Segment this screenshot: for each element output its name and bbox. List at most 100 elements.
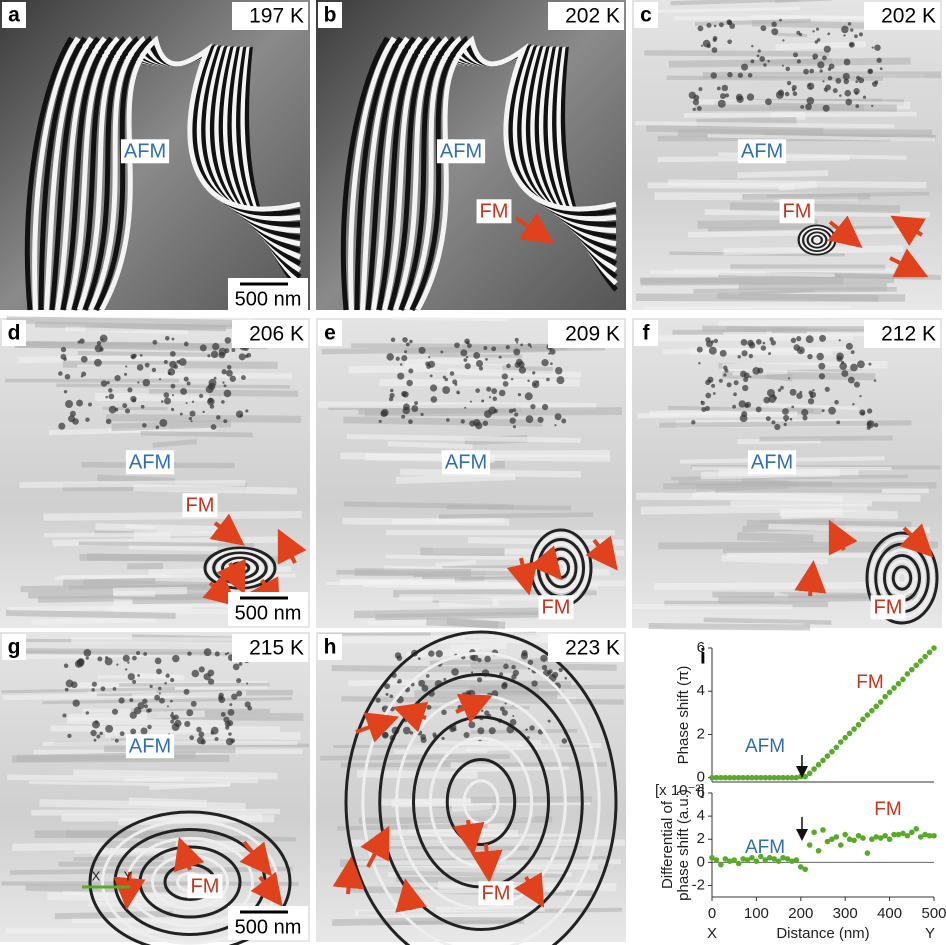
texture: [15, 344, 221, 347]
speckle: [62, 713, 66, 717]
speckle: [536, 380, 539, 383]
speckle: [859, 32, 863, 36]
speckle: [855, 92, 858, 95]
speckle: [133, 354, 137, 358]
speckle: [218, 693, 223, 698]
data-point: [794, 857, 800, 863]
speckle: [90, 730, 96, 736]
speckle: [136, 651, 140, 655]
texture: [436, 520, 497, 521]
speckle: [867, 421, 872, 426]
speckle: [207, 354, 210, 357]
speckle: [799, 391, 802, 394]
speckle: [537, 417, 543, 423]
speckle: [189, 417, 192, 420]
speckle: [411, 405, 418, 412]
speckle: [505, 703, 507, 705]
speckle: [718, 100, 726, 108]
speckle: [803, 69, 809, 75]
speckle: [819, 373, 825, 379]
data-point: [842, 832, 848, 838]
speckle: [469, 420, 475, 426]
speckle: [727, 72, 732, 77]
speckle: [81, 375, 83, 377]
y-tick-label: 2: [697, 830, 705, 847]
panel-letter: c: [640, 4, 652, 27]
texture: [44, 514, 302, 517]
speckle: [164, 360, 168, 364]
speckle: [212, 343, 219, 350]
speckle: [142, 423, 147, 428]
speckle: [506, 364, 511, 369]
speckle: [757, 368, 763, 374]
speckle: [705, 393, 711, 399]
speckle: [224, 384, 227, 387]
speckle: [199, 666, 205, 672]
speckle: [506, 345, 510, 349]
speckle: [819, 69, 822, 72]
speckle: [698, 362, 700, 364]
data-point: [820, 827, 826, 833]
texture: [18, 356, 217, 360]
speckle: [812, 54, 818, 60]
texture: [375, 614, 556, 617]
speckle: [511, 665, 516, 670]
speckle: [542, 404, 548, 410]
speckle: [787, 81, 791, 85]
speckle: [552, 672, 558, 678]
speckle: [241, 375, 246, 380]
speckle: [742, 385, 748, 391]
speckle: [451, 668, 459, 676]
texture: [769, 106, 897, 108]
speckle: [749, 354, 753, 358]
speckle: [756, 406, 762, 412]
speckle: [875, 80, 879, 84]
speckle: [170, 351, 176, 357]
speckle: [765, 98, 772, 105]
speckle: [519, 366, 526, 373]
speckle: [763, 397, 770, 404]
speckle: [706, 23, 711, 28]
speckle: [450, 371, 455, 376]
speckle: [247, 706, 252, 711]
speckle: [790, 418, 793, 421]
speckle: [708, 380, 711, 383]
data-point: [860, 717, 866, 723]
speckle: [163, 392, 169, 398]
speckle: [546, 378, 550, 382]
speckle: [226, 738, 233, 745]
speckle: [155, 658, 162, 665]
speckle: [867, 69, 873, 75]
texture: [674, 270, 893, 271]
speckle: [105, 658, 113, 666]
speckle: [757, 54, 760, 57]
speckle: [165, 336, 170, 341]
texture: [133, 488, 296, 491]
figure: a197 KAFM500 nmb202 KAFMFMc202 KAFMFMd20…: [0, 0, 946, 945]
texture: [698, 223, 818, 225]
speckle: [751, 59, 755, 63]
texture: [688, 231, 903, 235]
speckle: [138, 702, 145, 709]
speckle: [484, 656, 491, 663]
speckle: [542, 665, 547, 670]
data-point: [927, 650, 933, 656]
speckle: [432, 732, 436, 736]
data-point: [878, 699, 884, 705]
speckle: [443, 376, 446, 379]
speckle: [239, 662, 243, 666]
speckle: [158, 687, 161, 690]
speckle: [171, 716, 175, 720]
panel: b202 KAFMFM: [316, 0, 626, 310]
speckle: [85, 417, 89, 421]
speckle: [129, 698, 133, 702]
speckle: [711, 72, 717, 78]
data-point: [887, 690, 893, 696]
speckle: [799, 33, 802, 36]
speckle: [863, 96, 866, 99]
speckle: [827, 33, 830, 36]
speckle: [849, 42, 855, 48]
speckle: [130, 396, 136, 402]
speckle: [791, 406, 794, 409]
texture: [715, 491, 882, 492]
